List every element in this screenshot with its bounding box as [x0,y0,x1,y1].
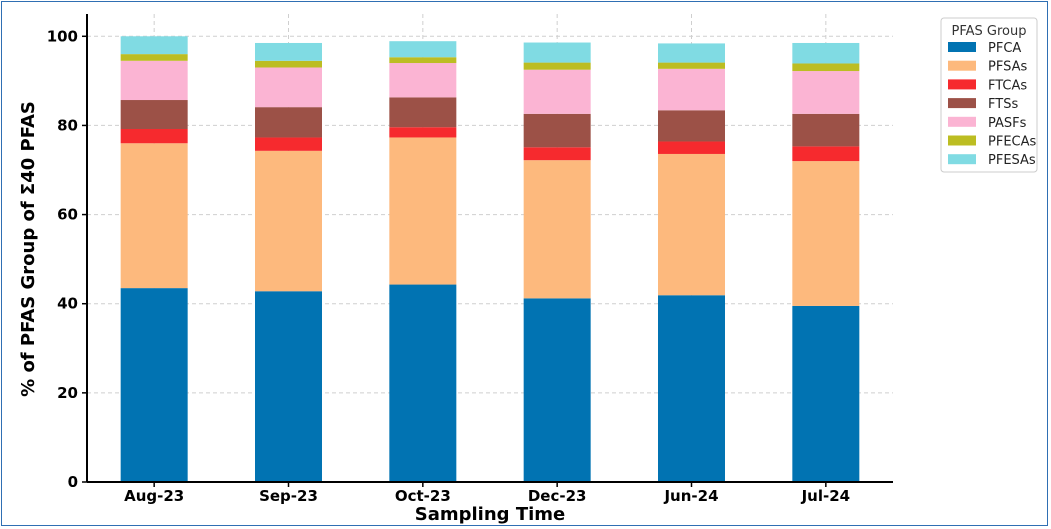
bar-pfecas-sep-23 [255,60,322,68]
bar-ftcas-dec-23 [523,147,591,161]
axes [86,14,893,483]
legend-title: PFAS Group [952,24,1027,39]
y-tick-labels: 0 20 40 60 80 100 [47,27,87,491]
y-tick-label: 80 [57,116,78,134]
bar-pfecas-oct-23 [389,57,457,64]
legend-swatch-pfesas [948,154,976,165]
bar-pfca-sep-23 [255,291,322,482]
bar-pfesas-jul-24 [792,42,860,64]
x-tick-labels: Aug-23 Sep-23 Oct-23 Dec-23 Jun-24 Jul-24 [124,482,850,505]
bar-ftss-oct-23 [389,97,457,128]
x-tick-label: Aug-23 [124,487,184,505]
bar-ftss-aug-23 [120,100,188,129]
legend-swatch-ftss [948,98,976,109]
legend-swatch-pfecas [948,135,976,146]
bar-ftss-dec-23 [523,113,591,148]
bar-pfsas-aug-23 [120,143,188,289]
y-tick-label: 20 [57,384,78,402]
x-tick-label: Jun-24 [663,487,718,505]
y-axis-title: % of PFAS Group of Σ40 PFAS [18,101,39,397]
x-tick-label: Dec-23 [528,487,587,505]
bar-ftss-sep-23 [255,107,322,138]
bar-ftcas-aug-23 [120,128,188,144]
bar-pasfs-aug-23 [120,60,188,101]
y-tick-label: 40 [57,295,78,313]
legend-label-pfesas: PFESAs [988,153,1036,168]
bar-pfca-jul-24 [792,305,860,482]
bar-pasfs-jul-24 [792,71,860,114]
legend-swatch-ftcas [948,79,976,90]
grid-lines [87,14,893,483]
bar-pfca-aug-23 [120,288,188,482]
bar-pasfs-dec-23 [523,69,591,114]
legend-swatch-pfsas [948,60,976,71]
bar-ftcas-jun-24 [658,141,725,154]
bar-pfca-dec-23 [523,298,591,482]
bar-pfsas-jun-24 [658,153,725,296]
bar-pfsas-dec-23 [523,160,591,299]
legend-label-pfca: PFCA [988,41,1021,56]
bar-pfesas-jun-24 [658,43,725,63]
bar-pfca-oct-23 [389,284,457,482]
bar-pasfs-oct-23 [389,63,457,98]
x-tick-label: Sep-23 [259,487,318,505]
bar-pfecas-dec-23 [523,62,591,70]
y-tick-label: 60 [57,206,78,224]
bar-pasfs-jun-24 [658,68,725,111]
bar-pfsas-jul-24 [792,161,860,306]
bar-pfca-jun-24 [658,295,725,482]
bar-pfsas-sep-23 [255,150,322,292]
legend-label-pfsas: PFSAs [988,60,1027,75]
bar-pfesas-oct-23 [389,41,457,58]
bar-pasfs-sep-23 [255,67,322,108]
x-axis-title: Sampling Time [415,504,565,525]
legend-swatch-pfca [948,42,976,52]
legend-label-ftcas: FTCAs [988,78,1027,93]
legend-label-ftss: FTSs [988,97,1018,112]
legend-swatch-pasfs [948,116,976,127]
x-tick-label: Oct-23 [395,487,451,505]
bar-ftss-jul-24 [792,113,860,147]
bar-pfesas-aug-23 [120,36,188,55]
bar-ftss-jun-24 [658,110,725,142]
bar-ftcas-jul-24 [792,146,860,162]
x-tick-label: Jul-24 [801,487,851,505]
legend-label-pfecas: PFECAs [988,135,1037,150]
bars [120,36,860,482]
y-tick-label: 0 [68,473,78,491]
bar-pfecas-jun-24 [658,62,725,69]
bar-pfesas-dec-23 [523,42,591,63]
legend-label-pasfs: PASFs [988,116,1027,131]
bar-ftcas-oct-23 [389,127,457,138]
y-tick-label: 100 [47,27,78,45]
bar-pfesas-sep-23 [255,42,322,61]
legend: PFAS Group PFCA PFSAs FTCAs FTSs PASFs PFECAs… [940,17,1038,173]
legend-box [940,17,1038,173]
bar-pfecas-jul-24 [792,63,860,72]
bar-ftcas-sep-23 [255,137,322,151]
bar-pfsas-oct-23 [389,137,457,285]
bar-pfecas-aug-23 [120,54,188,61]
legend-items: PFCA PFSAs FTCAs FTSs PASFs PFECAs PFESAs [948,41,1037,168]
